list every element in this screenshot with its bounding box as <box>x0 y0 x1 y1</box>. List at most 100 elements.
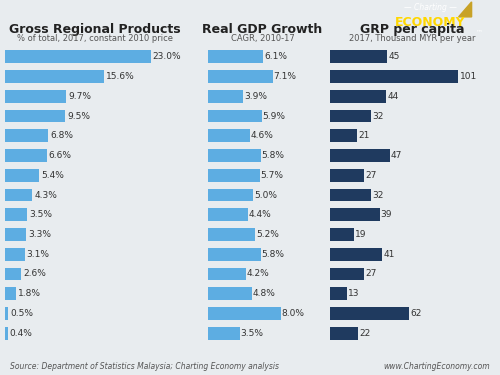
Bar <box>5 228 26 241</box>
Text: 9.5%: 9.5% <box>67 111 90 120</box>
Text: 47: 47 <box>391 151 402 160</box>
Text: 4.8%: 4.8% <box>252 289 276 298</box>
Text: 6.6%: 6.6% <box>48 151 72 160</box>
Text: Gross Regional Products: Gross Regional Products <box>9 22 181 36</box>
Text: 4.4%: 4.4% <box>249 210 272 219</box>
Bar <box>330 209 380 221</box>
Text: 3.1%: 3.1% <box>26 250 50 259</box>
Text: 21: 21 <box>358 131 370 140</box>
Text: 62: 62 <box>410 309 422 318</box>
Text: 3.3%: 3.3% <box>28 230 51 239</box>
Text: 4.3%: 4.3% <box>34 190 57 200</box>
Bar <box>208 267 246 280</box>
Bar <box>5 287 16 300</box>
Text: 15.6%: 15.6% <box>106 72 134 81</box>
Bar <box>5 90 66 103</box>
Text: 5.7%: 5.7% <box>260 171 283 180</box>
Text: 41: 41 <box>384 250 394 259</box>
Text: 5.4%: 5.4% <box>41 171 64 180</box>
Text: 1.8%: 1.8% <box>18 289 42 298</box>
Text: 2.6%: 2.6% <box>24 270 46 279</box>
Bar <box>330 307 408 320</box>
Bar <box>5 110 65 123</box>
Bar <box>208 307 281 320</box>
Text: 27: 27 <box>366 270 377 279</box>
Bar <box>330 169 364 182</box>
Text: 5.8%: 5.8% <box>262 151 284 160</box>
Text: 39: 39 <box>381 210 392 219</box>
Bar <box>208 287 252 300</box>
Text: 27: 27 <box>366 171 377 180</box>
Text: 3.5%: 3.5% <box>29 210 52 219</box>
Text: 6.1%: 6.1% <box>264 53 287 62</box>
Bar <box>208 50 264 63</box>
Bar <box>5 209 27 221</box>
Bar <box>208 129 250 142</box>
Text: 2017, Thousand MYR per year: 2017, Thousand MYR per year <box>349 34 476 43</box>
Bar <box>208 70 272 83</box>
Bar <box>330 110 370 123</box>
Bar <box>5 248 24 261</box>
Text: 45: 45 <box>388 53 400 62</box>
Bar <box>330 228 354 241</box>
Bar <box>330 327 358 340</box>
Text: 19: 19 <box>356 230 367 239</box>
Text: 0.5%: 0.5% <box>10 309 33 318</box>
Text: ECONOMY: ECONOMY <box>394 16 466 29</box>
Bar <box>330 149 390 162</box>
Text: GRP per capita: GRP per capita <box>360 22 465 36</box>
Text: 23.0%: 23.0% <box>152 53 181 62</box>
Bar <box>208 110 262 123</box>
Bar <box>5 129 48 142</box>
Text: 8.0%: 8.0% <box>282 309 305 318</box>
Text: 7.1%: 7.1% <box>274 72 296 81</box>
Bar <box>5 70 104 83</box>
Text: 3.9%: 3.9% <box>244 92 267 101</box>
Text: 5.0%: 5.0% <box>254 190 277 200</box>
Text: 5.9%: 5.9% <box>262 111 285 120</box>
Bar <box>5 267 21 280</box>
Text: 32: 32 <box>372 190 384 200</box>
Text: 5.8%: 5.8% <box>262 250 284 259</box>
Text: 13: 13 <box>348 289 360 298</box>
Text: Source: Department of Statistics Malaysia; Charting Economy analysis: Source: Department of Statistics Malaysi… <box>10 362 279 371</box>
Bar <box>330 287 346 300</box>
Text: 0.4%: 0.4% <box>10 328 32 338</box>
Text: 9.7%: 9.7% <box>68 92 92 101</box>
Text: www.ChartingEconomy.com: www.ChartingEconomy.com <box>384 362 490 371</box>
Bar <box>330 70 458 83</box>
Bar <box>208 169 260 182</box>
Bar <box>330 90 386 103</box>
Text: 22: 22 <box>359 328 370 338</box>
Bar <box>330 129 356 142</box>
Bar <box>330 189 370 201</box>
Bar <box>5 307 8 320</box>
Bar <box>5 327 8 340</box>
Text: 32: 32 <box>372 111 384 120</box>
Bar <box>5 149 47 162</box>
Text: ™: ™ <box>476 29 483 35</box>
Text: 4.2%: 4.2% <box>247 270 270 279</box>
Text: Real GDP Growth: Real GDP Growth <box>202 22 322 36</box>
Text: 4.6%: 4.6% <box>250 131 274 140</box>
Text: 101: 101 <box>460 72 476 81</box>
Text: 44: 44 <box>387 92 398 101</box>
Bar <box>330 50 387 63</box>
Bar <box>5 50 150 63</box>
Bar <box>330 248 382 261</box>
Bar <box>208 327 240 340</box>
Text: 5.2%: 5.2% <box>256 230 279 239</box>
Bar <box>208 228 255 241</box>
Bar <box>208 149 260 162</box>
Polygon shape <box>458 2 471 17</box>
Text: 6.8%: 6.8% <box>50 131 73 140</box>
Text: 3.5%: 3.5% <box>240 328 264 338</box>
Bar <box>330 267 364 280</box>
Bar <box>5 189 32 201</box>
Bar <box>208 90 243 103</box>
Bar <box>5 169 39 182</box>
Bar <box>208 248 260 261</box>
Text: — Charting —: — Charting — <box>404 3 456 12</box>
Text: CAGR, 2010-17: CAGR, 2010-17 <box>230 34 294 43</box>
Text: % of total, 2017, constant 2010 price: % of total, 2017, constant 2010 price <box>17 34 173 43</box>
